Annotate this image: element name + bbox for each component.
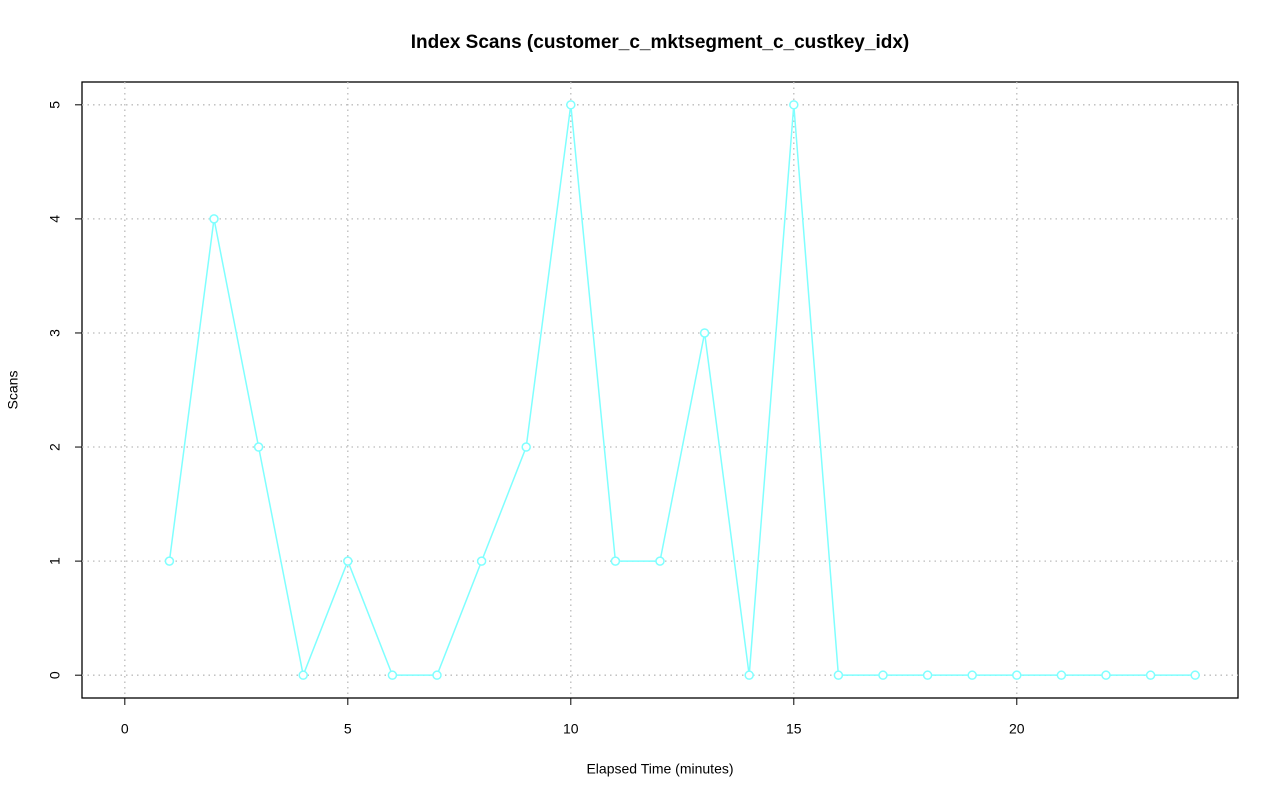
x-tick-label: 0	[121, 721, 129, 737]
data-point	[655, 556, 665, 566]
data-point	[343, 556, 353, 566]
data-point	[1012, 670, 1022, 680]
data-point	[298, 670, 308, 680]
data-point	[1190, 670, 1200, 680]
x-tick-label: 10	[563, 721, 579, 737]
y-tick-label: 2	[47, 443, 63, 451]
series-line	[168, 104, 1196, 678]
data-point	[744, 670, 754, 680]
data-point	[566, 100, 576, 110]
data-point	[878, 670, 888, 680]
data-point	[967, 670, 977, 680]
x-tick-label: 5	[344, 721, 352, 737]
data-point	[164, 556, 175, 566]
data-point	[1145, 670, 1156, 680]
data-point	[1056, 670, 1067, 680]
y-tick-label: 4	[47, 215, 63, 223]
data-point	[209, 214, 219, 224]
x-tick-label: 20	[1009, 721, 1025, 737]
y-tick-label: 0	[47, 671, 63, 679]
y-axis-label: Scans	[5, 371, 21, 410]
data-point	[476, 556, 487, 566]
data-point	[253, 442, 264, 452]
data-point	[610, 556, 621, 566]
data-point	[833, 670, 844, 680]
data-point	[387, 670, 398, 680]
data-point	[1101, 670, 1111, 680]
y-tick-label: 1	[47, 557, 63, 565]
data-point	[699, 328, 710, 338]
data-point	[789, 100, 799, 110]
x-tick-label: 15	[786, 721, 802, 737]
y-tick-label: 3	[47, 329, 63, 337]
y-tick-label: 5	[47, 101, 63, 109]
data-point	[521, 442, 531, 452]
data-point	[922, 670, 933, 680]
data-point	[432, 670, 442, 680]
plot-frame	[81, 81, 1239, 699]
chart-title: Index Scans (customer_c_mktsegment_c_cus…	[411, 32, 909, 53]
x-axis-label: Elapsed Time (minutes)	[586, 761, 733, 777]
